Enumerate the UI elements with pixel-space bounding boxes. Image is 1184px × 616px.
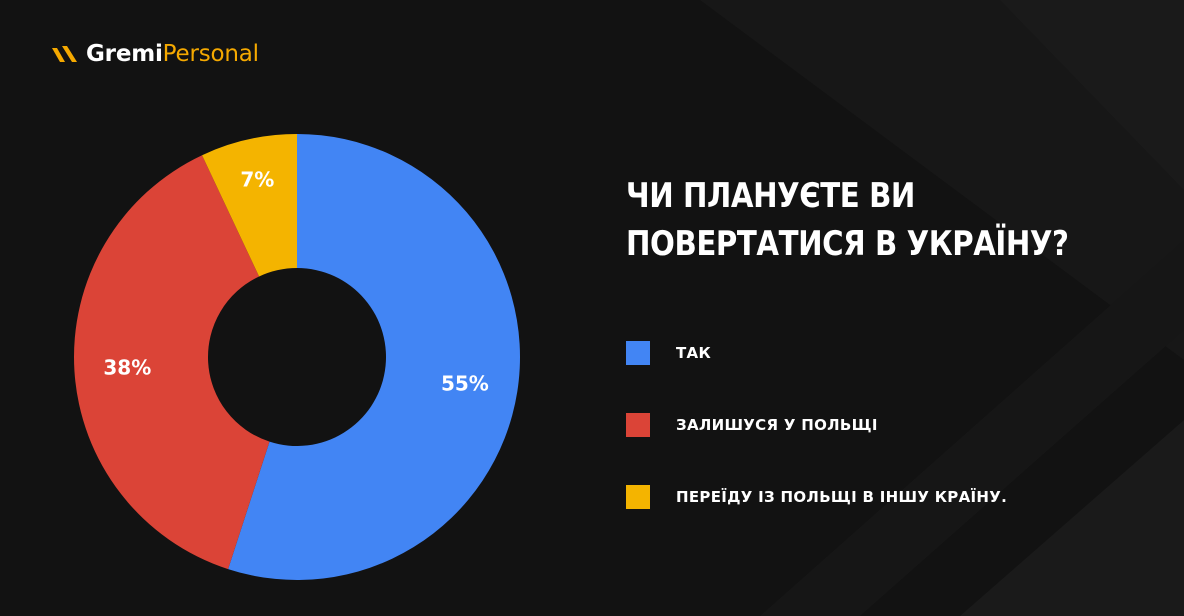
legend-item-move: ПЕРЕЇДУ ІЗ ПОЛЬЩІ В ІНШУ КРАЇНУ. bbox=[626, 484, 1007, 510]
donut-slice-move bbox=[202, 134, 297, 277]
legend-swatch-stay bbox=[626, 413, 650, 437]
data-label-stay: 38% bbox=[103, 356, 151, 380]
donut-slices bbox=[73, 134, 520, 580]
donut-slice-yes bbox=[228, 134, 520, 580]
legend-item-yes: ТАК bbox=[626, 340, 711, 366]
donut-data-labels: 55% 38% 7% bbox=[103, 167, 488, 395]
brand-name: GremiPersonal bbox=[86, 38, 259, 70]
donut-chart: 55% 38% 7% bbox=[73, 134, 520, 580]
legend-label-stay: ЗАЛИШУСЯ У ПОЛЬЩІ bbox=[676, 416, 878, 434]
donut-slice-stay bbox=[73, 155, 270, 570]
data-label-move: 7% bbox=[240, 167, 274, 191]
brand-name-part1: Gremi bbox=[86, 41, 163, 67]
chart-title: ЧИ ПЛАНУЄТЕ ВИ ПОВЕРТАТИСЯ В УКРАЇНУ? bbox=[626, 172, 1073, 268]
legend-swatch-yes bbox=[626, 341, 650, 365]
brand-logo: GremiPersonal bbox=[50, 38, 259, 70]
legend-swatch-move bbox=[626, 485, 650, 509]
gremi-logo-icon bbox=[52, 46, 77, 62]
legend-item-stay: ЗАЛИШУСЯ У ПОЛЬЩІ bbox=[626, 412, 878, 438]
data-label-yes: 55% bbox=[441, 372, 489, 396]
chart-title-line-1: ЧИ ПЛАНУЄТЕ ВИ bbox=[626, 176, 915, 216]
chart-title-line-2: ПОВЕРТАТИСЯ В УКРАЇНУ? bbox=[626, 224, 1069, 264]
legend-label-move: ПЕРЕЇДУ ІЗ ПОЛЬЩІ В ІНШУ КРАЇНУ. bbox=[676, 488, 1008, 506]
legend-label-yes: ТАК bbox=[676, 344, 712, 362]
brand-name-part2: Personal bbox=[162, 41, 259, 67]
